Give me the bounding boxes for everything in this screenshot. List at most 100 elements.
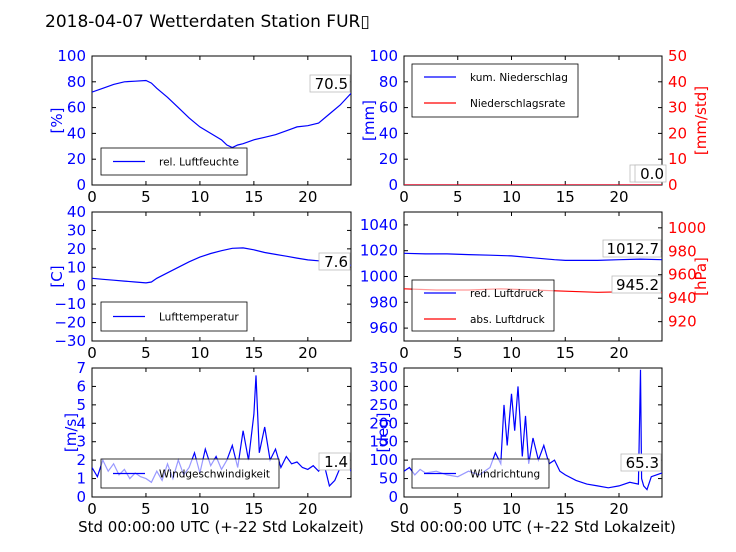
legend-label: red. Luftdruck (470, 288, 544, 300)
y-tick-label: 1020 (360, 242, 398, 260)
y-axis-label: [C] (48, 265, 66, 287)
x-tick-label: 0 (399, 344, 409, 362)
y-tick-label: 10 (67, 258, 86, 276)
y-tick-label: 980 (369, 293, 398, 311)
y-tick-label: 2 (76, 451, 86, 469)
last-value-box-2 (611, 275, 662, 294)
y-tick-label: 60 (67, 99, 86, 117)
x-tick-label: 5 (141, 500, 151, 518)
y2-tick-label: 10 (668, 150, 687, 168)
x-tick-label: 20 (298, 188, 317, 206)
y-tick-label: 960 (369, 319, 398, 337)
y2-tick-label: 920 (668, 313, 697, 331)
legend-box (411, 279, 555, 332)
y2-tick-label: 1000 (668, 219, 706, 237)
legend-label: Lufttemperatur (159, 312, 239, 324)
y-tick-label: 7 (76, 359, 86, 377)
x-tick-label: 5 (453, 188, 463, 206)
x-axis-label-left: Std 00:00:00 UTC (+-22 Std Lokalzeit) (78, 518, 364, 536)
x-tick-label: 10 (502, 344, 521, 362)
last-value-label: 1012.7 (607, 240, 660, 258)
y2-tick-label: 980 (668, 242, 697, 260)
panel-pressure: 0 5 10 15 20 960 980 1000 1020 1040 920 940 960 980 10… (360, 211, 710, 362)
x-tick-label: 0 (399, 500, 409, 518)
y-tick-label: 0 (76, 176, 86, 194)
series-line-1 (92, 247, 351, 284)
last-value-box-2 (634, 164, 667, 183)
last-value-box (620, 453, 662, 472)
legend-label: abs. Luftdruck (470, 314, 546, 326)
x-tick-label: 0 (87, 344, 97, 362)
y-tick-label: 100 (57, 47, 86, 65)
y2-tick-label: 960 (668, 266, 697, 284)
y-axis-label: [mm] (360, 100, 378, 141)
legend-box (411, 63, 579, 118)
x-tick-label: 15 (556, 500, 575, 518)
y-tick-label: 80 (67, 73, 86, 91)
y-tick-label: 60 (379, 99, 398, 117)
y-tick-label: −20 (54, 314, 86, 332)
x-tick-label: 15 (244, 500, 263, 518)
y-tick-label: 80 (379, 73, 398, 91)
y-tick-label: 1 (76, 470, 86, 488)
legend-label: kum. Niederschlag (470, 72, 568, 84)
y-tick-label: 6 (76, 377, 86, 395)
last-value-label: 1.4 (324, 453, 348, 471)
x-tick-label: 5 (141, 344, 151, 362)
legend-label: rel. Luftfeuchte (159, 157, 239, 169)
y-tick-label: 0 (388, 488, 398, 506)
x-tick-label: 5 (453, 500, 463, 518)
legend-label: Windrichtung (470, 469, 540, 481)
y-tick-label: 250 (369, 396, 398, 414)
y-tick-label: −30 (54, 332, 86, 350)
y2-tick-label: 30 (668, 99, 687, 117)
last-value-label: 70.5 (315, 75, 348, 93)
legend-label: Windgeschwindigkeit (159, 469, 270, 481)
x-tick-label: 15 (556, 188, 575, 206)
y-tick-label: 150 (369, 433, 398, 451)
last-value-box (602, 239, 662, 258)
x-tick-label: 0 (87, 188, 97, 206)
y-tick-label: 20 (67, 150, 86, 168)
y-tick-label: 200 (369, 414, 398, 432)
y-tick-label: 300 (369, 377, 398, 395)
y-tick-label: 20 (67, 240, 86, 258)
y2-axis-label: [mm/std] (692, 86, 710, 155)
y-tick-label: −10 (54, 295, 86, 313)
x-tick-label: 20 (298, 500, 317, 518)
panel-precipitation: 0 5 10 15 20 0 20 40 60 80 100 0 10 20 30 40 50 [mm/std] [… (360, 47, 710, 206)
y-tick-label: 0 (76, 488, 86, 506)
y-axis-label: [%] (48, 108, 66, 134)
y-tick-label: 20 (379, 150, 398, 168)
plot-frame (91, 211, 352, 342)
y-tick-label: 0 (76, 277, 86, 295)
panel-winddirection: 0 5 10 15 20050100150200250300350[deg]65.3Wi… (369, 359, 663, 518)
y-tick-label: 40 (379, 124, 398, 142)
last-value-label: 65.3 (626, 454, 659, 472)
y-tick-label: 100 (369, 451, 398, 469)
plot-frame (91, 55, 352, 186)
last-value-box (318, 452, 351, 471)
y-tick-label: 5 (76, 396, 86, 414)
panel-temperature: 0 5 10 15 20−30−20−10010203040[C]7.6Lufttemp… (48, 203, 352, 362)
x-tick-label: 10 (190, 344, 209, 362)
y-tick-label: 40 (67, 203, 86, 221)
x-tick-label: 5 (453, 344, 463, 362)
x-tick-label: 20 (298, 344, 317, 362)
plot-frame (91, 367, 352, 498)
x-axis-label-right: Std 00:00:00 UTC (+-22 Std Lokalzeit) (390, 518, 676, 536)
x-tick-label: 20 (609, 344, 628, 362)
panel-windspeed: 0 5 10 15 2001234567[m/s]1.4Windgeschwindigk… (62, 359, 352, 518)
y-tick-label: 30 (67, 221, 86, 239)
y2-tick-label: 940 (668, 289, 697, 307)
y-tick-label: 40 (67, 124, 86, 142)
x-tick-label: 0 (87, 500, 97, 518)
panel-humidity: 0 5 10 15 20 0 20 40 60 80 100 [%] 70.5 rel. Luftfeuc… (48, 47, 352, 206)
x-tick-label: 0 (399, 188, 409, 206)
y2-tick-label: 20 (668, 124, 687, 142)
y-axis-label: [m/s] (62, 413, 80, 452)
legend-box (100, 147, 248, 176)
y-tick-label: 1000 (360, 268, 398, 286)
x-tick-label: 10 (502, 500, 521, 518)
